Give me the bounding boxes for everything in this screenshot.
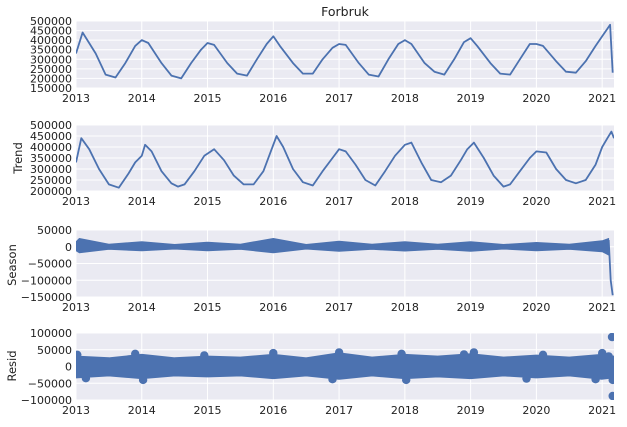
- x-tick-label: 2015: [194, 92, 222, 105]
- y-tick-label: 50000: [37, 224, 72, 237]
- scatter-point: [591, 375, 600, 384]
- chart-resid: Resid 2013 2014 2015 2016 2017 2018 2019 2020 20…: [5, 327, 616, 417]
- y-tick-label: 400000: [30, 34, 72, 47]
- x-tick-label: 2020: [522, 92, 550, 105]
- y-tick-label: 350000: [30, 152, 72, 165]
- x-tick-label: 2017: [325, 301, 353, 314]
- scatter-point: [604, 352, 613, 361]
- x-tick-label: 2020: [522, 404, 550, 417]
- y-tick-label: 400000: [30, 141, 72, 154]
- x-tick-label: 2021: [588, 404, 616, 417]
- x-tick-label: 2015: [194, 404, 222, 417]
- scatter-point: [598, 348, 607, 358]
- x-tick-label: 2013: [62, 404, 90, 417]
- y-tick-label: 450000: [30, 130, 72, 143]
- x-tick-label: 2018: [391, 195, 419, 208]
- series-line: [76, 130, 614, 189]
- data-band: [76, 352, 614, 380]
- x-tick-label: 2014: [128, 92, 156, 105]
- x-tick-label: 2016: [259, 92, 287, 105]
- scatter-point: [200, 351, 209, 360]
- series-line: [76, 23, 614, 80]
- scatter-point: [81, 374, 91, 383]
- x-tick-label: 2014: [128, 195, 156, 208]
- x-tick-label: 2020: [522, 195, 550, 208]
- series-line: [607, 240, 614, 296]
- x-tick-label: 2018: [391, 301, 419, 314]
- x-tick-label: 2013: [62, 301, 90, 314]
- chart-season: Season 2013 2014 2015 2016 2017 2018 2019 2020 2…: [5, 224, 616, 314]
- y-tick-label: 0: [65, 361, 72, 374]
- y-tick-label: 350000: [30, 44, 72, 57]
- plot-area: [76, 21, 614, 88]
- y-tick-label: 500000: [30, 119, 72, 132]
- scatter-point: [131, 349, 140, 358]
- scatter-point: [402, 375, 411, 385]
- x-tick-label: 2018: [391, 92, 419, 105]
- x-tick-label: 2017: [325, 195, 353, 208]
- y-tick-label: 100000: [30, 327, 72, 340]
- y-tick-label: −50000: [28, 377, 72, 390]
- y-tick-label: 250000: [30, 63, 72, 76]
- chart-observed: Forbruk 2013 2014 2015 2016 2017 2018 2019 2020…: [30, 4, 616, 105]
- scatter-point: [328, 375, 337, 384]
- x-tick-label: 2020: [522, 301, 550, 314]
- y-tick-label: −100000: [21, 274, 72, 287]
- y-tick-label: 0: [65, 241, 72, 254]
- y-tick-label: −50000: [28, 258, 72, 271]
- plot-marks: [76, 23, 614, 80]
- x-tick-label: 2017: [325, 404, 353, 417]
- plot-marks: [76, 130, 614, 189]
- x-tick-label: 2019: [457, 404, 485, 417]
- scatter-point: [269, 348, 278, 358]
- scatter-point: [522, 374, 531, 383]
- y-axis-label: Resid: [5, 350, 19, 381]
- y-axis-label: Season: [5, 244, 19, 286]
- y-tick-label: 500000: [30, 15, 72, 28]
- x-tick-label: 2016: [259, 404, 287, 417]
- scatter-point: [76, 350, 82, 359]
- scatter-point: [469, 348, 479, 357]
- x-tick-label: 2014: [128, 404, 156, 417]
- scatter-point: [138, 375, 148, 385]
- x-tick-label: 2021: [588, 92, 616, 105]
- x-tick-label: 2021: [588, 195, 616, 208]
- y-tick-label: 450000: [30, 25, 72, 38]
- x-tick-label: 2015: [194, 301, 222, 314]
- y-axis-label: Trend: [11, 142, 25, 174]
- y-tick-label: −150000: [21, 291, 72, 304]
- scatter-point: [607, 333, 614, 342]
- scatter-point: [608, 391, 614, 400]
- scatter-point: [608, 375, 614, 385]
- x-tick-label: 2016: [259, 301, 287, 314]
- y-tick-label: 200000: [30, 72, 72, 85]
- scatter-point: [459, 350, 469, 359]
- plot-marks: [76, 238, 614, 296]
- y-tick-label: 50000: [37, 344, 72, 357]
- x-tick-label: 2013: [62, 92, 90, 105]
- x-tick-label: 2016: [259, 195, 287, 208]
- scatter-point: [397, 349, 406, 358]
- y-tick-label: 150000: [30, 82, 72, 95]
- x-tick-label: 2014: [128, 301, 156, 314]
- chart-title: Forbruk: [321, 4, 370, 19]
- scatter-point: [334, 348, 344, 357]
- x-tick-label: 2019: [457, 301, 485, 314]
- y-tick-label: 300000: [30, 53, 72, 66]
- x-tick-label: 2019: [457, 92, 485, 105]
- y-tick-label: −100000: [21, 394, 72, 407]
- y-tick-label: 300000: [30, 163, 72, 176]
- x-tick-label: 2015: [194, 195, 222, 208]
- scatter-point: [538, 350, 548, 359]
- x-tick-label: 2021: [588, 301, 616, 314]
- chart-trend: Trend 2013 2014 2015 2016 2017 2018 2019 2020 20…: [11, 119, 616, 208]
- plot-marks: [76, 333, 614, 400]
- x-tick-label: 2017: [325, 92, 353, 105]
- x-tick-label: 2013: [62, 195, 90, 208]
- y-tick-label: 200000: [30, 185, 72, 198]
- x-tick-label: 2019: [457, 195, 485, 208]
- y-tick-label: 250000: [30, 174, 72, 187]
- x-tick-label: 2018: [391, 404, 419, 417]
